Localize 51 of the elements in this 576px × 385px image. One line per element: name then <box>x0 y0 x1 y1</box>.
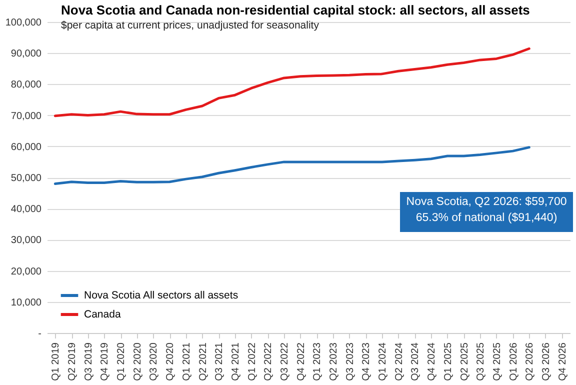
annotation: Nova Scotia, Q2 2026: $59,700 <box>406 196 567 208</box>
y-tick-label: 100,000 <box>5 18 42 28</box>
x-tick-label: Q4 2025 <box>492 342 503 381</box>
x-tick-label: Q3 2022 <box>279 342 290 381</box>
x-tick-label: Q3 2024 <box>410 342 422 381</box>
x-tick-label: Q3 2025 <box>476 342 487 381</box>
x-tick-label: Q1 2022 <box>246 342 258 381</box>
x-tick-label: Q2 2024 <box>394 342 405 381</box>
legend-label: Canada <box>84 308 121 320</box>
x-tick-label: Q2 2020 <box>132 342 144 381</box>
x-tick-label: Q2 2026 <box>524 342 536 381</box>
x-tick-label: Q2 2022 <box>263 342 274 381</box>
x-tick-label: Q1 2019 <box>50 342 62 381</box>
y-tick-label: 60,000 <box>10 142 42 153</box>
x-tick-label: Q2 2021 <box>198 342 209 381</box>
annotation: 65.3% of national ($91,440) <box>416 212 558 224</box>
x-tick-label: Q2 2025 <box>459 342 470 381</box>
chart-subtitle: $per capita at current prices, unadjusted for seasonality <box>61 20 320 32</box>
x-tick-label: Q2 2023 <box>328 342 340 381</box>
y-tick-label: - <box>38 328 42 340</box>
y-tick-label: 90,000 <box>10 48 42 60</box>
x-tick-label: Q1 2025 <box>442 342 454 381</box>
x-tick-label: Q4 2022 <box>296 342 307 381</box>
y-tick-label: 20,000 <box>10 266 42 278</box>
y-tick-label: 80,000 <box>10 80 42 91</box>
y-tick-label: 30,000 <box>10 235 42 246</box>
x-tick-label: Q3 2023 <box>344 342 356 381</box>
x-tick-label: Q3 2019 <box>83 342 94 381</box>
x-tick-label: Q4 2020 <box>165 342 176 381</box>
x-tick-label: Q4 2024 <box>426 342 438 381</box>
line-series <box>54 146 530 185</box>
x-tick-label: Q1 2021 <box>181 342 192 381</box>
y-tick-label: 70,000 <box>10 110 42 122</box>
y-tick-label: 50,000 <box>10 173 42 184</box>
x-tick-label: Q4 2023 <box>361 342 372 381</box>
x-tick-label: Q1 2020 <box>116 342 128 381</box>
x-tick-label: Q3 2026 <box>540 342 552 381</box>
x-tick-label: Q4 2026 <box>557 342 568 381</box>
y-tick-label: 40,000 <box>10 204 42 216</box>
x-tick-label: Q3 2021 <box>214 342 226 381</box>
line-series <box>54 47 530 118</box>
x-tick-label: Q4 2021 <box>230 342 242 381</box>
x-tick-label: Q4 2019 <box>100 342 111 381</box>
x-tick-label: Q1 2023 <box>312 342 324 381</box>
x-tick-label: Q1 2024 <box>378 342 389 381</box>
chart-title: Nova Scotia and Canada non-residential capital stock: all sectors, all assets <box>61 2 530 18</box>
legend-label: Nova Scotia All sectors all assets <box>84 290 238 302</box>
x-tick-label: Q1 2026 <box>508 342 520 381</box>
x-tick-label: Q3 2020 <box>148 342 160 381</box>
x-tick-label: Q2 2019 <box>67 342 78 381</box>
y-tick-label: 10,000 <box>10 297 42 308</box>
